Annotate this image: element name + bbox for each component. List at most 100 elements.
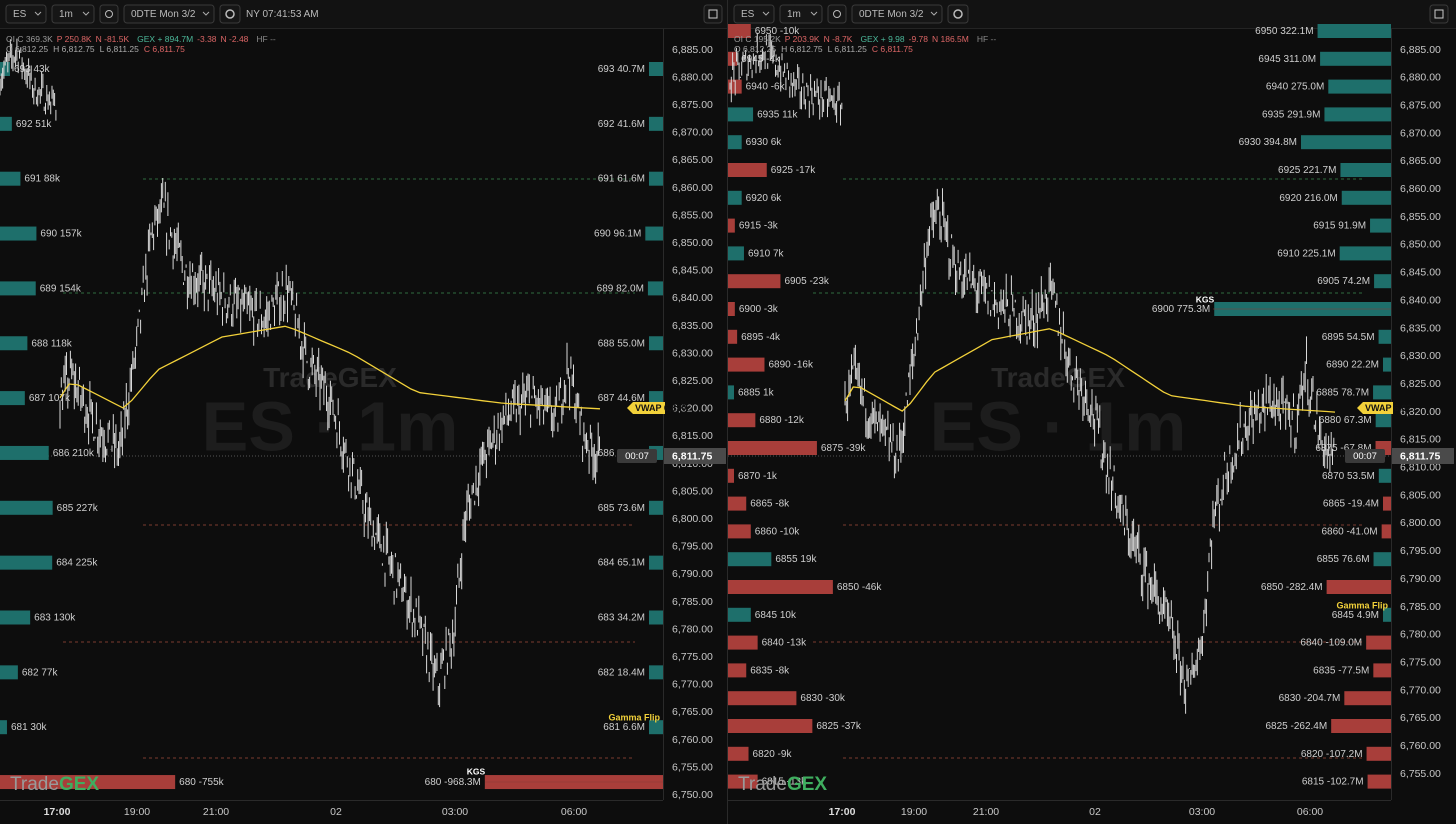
price-tick-label: 6,880.00 bbox=[1400, 72, 1441, 84]
ohlc: C 6,811.75 bbox=[144, 44, 185, 54]
price-tick-label: 6,815.00 bbox=[672, 430, 713, 442]
toolbar-control-label: 0DTE Mon 3/2 bbox=[859, 9, 924, 20]
toolbar-button[interactable] bbox=[703, 4, 723, 24]
oi-strike: 692 bbox=[16, 118, 33, 129]
ohlc: C 6,811.75 bbox=[872, 44, 913, 54]
oi-strike: 6855 bbox=[775, 554, 798, 565]
oi-level-label: 6825 -37k bbox=[816, 721, 861, 732]
ohlc: H 6,812.75 bbox=[781, 44, 823, 54]
gex-value: -282.4M bbox=[1286, 582, 1323, 593]
chart-panel: ES 1m 0DTE Mon 3/2 NY 07:41:53 AMTradeGEXES… bbox=[0, 4, 726, 824]
time-label: 19:00 bbox=[901, 806, 927, 818]
oi-strike: 6950 bbox=[755, 26, 778, 37]
toolbar-control[interactable] bbox=[5, 4, 47, 24]
gex-value: 41.6M bbox=[617, 118, 645, 129]
oi-value: 225k bbox=[76, 557, 99, 568]
vwap-label: VWAP 6,820. bbox=[635, 403, 689, 413]
gex-strike: 691 bbox=[598, 173, 615, 184]
time-label: 17:00 bbox=[829, 806, 856, 818]
toolbar-control[interactable] bbox=[219, 4, 241, 24]
toolbar-button[interactable] bbox=[1429, 4, 1449, 24]
logo-trade: Trade bbox=[738, 774, 787, 795]
gex-bar bbox=[649, 391, 663, 406]
gex-strike: 693 bbox=[598, 64, 615, 75]
ohlc: L 6,811.25 bbox=[100, 44, 140, 54]
toolbar-control[interactable] bbox=[51, 4, 95, 24]
oi-strike: 685 bbox=[57, 502, 74, 513]
toolbar-control[interactable] bbox=[123, 4, 215, 24]
oi-strike: 6925 bbox=[771, 165, 794, 176]
oi-level-label: 6915 -3k bbox=[739, 220, 779, 231]
watermark-symbol: ES · 1m bbox=[930, 387, 1187, 465]
toolbar-control[interactable] bbox=[851, 4, 943, 24]
gex-bar bbox=[649, 336, 663, 351]
oi-strike: 6890 bbox=[768, 359, 791, 370]
oi-level-label: 690 157k bbox=[40, 228, 82, 239]
oi-value: -10k bbox=[780, 26, 800, 37]
gamma-flip-label: Gamma Flip bbox=[1336, 600, 1388, 610]
oi-value: 6k bbox=[771, 137, 783, 148]
oi-bar bbox=[728, 274, 781, 289]
gex-level-label: 6905 74.2M bbox=[1317, 276, 1370, 287]
gex-strike: 687 bbox=[598, 393, 615, 404]
gex-strike: 682 bbox=[598, 667, 615, 678]
oi-value: 10k bbox=[780, 609, 797, 620]
stat: N -8.7K bbox=[824, 34, 853, 44]
time-label: 21:00 bbox=[973, 806, 999, 818]
toolbar-control[interactable] bbox=[99, 4, 119, 24]
toolbar-control[interactable] bbox=[779, 4, 823, 24]
gex-level-label: 691 61.6M bbox=[598, 173, 645, 184]
price-tick-label: 6,790.00 bbox=[672, 568, 713, 580]
price-tick-label: 6,840.00 bbox=[672, 292, 713, 304]
toolbar-control[interactable] bbox=[827, 4, 847, 24]
price-tick-label: 6,815.00 bbox=[1400, 434, 1441, 446]
price-tick-label: 6,845.00 bbox=[672, 265, 713, 277]
gex-strike: 6895 bbox=[1322, 331, 1345, 342]
price-tick-label: 6,800.00 bbox=[672, 513, 713, 525]
toolbar-control[interactable] bbox=[947, 4, 969, 24]
oi-strike: 6825 bbox=[816, 721, 839, 732]
oi-strike: 6880 bbox=[759, 415, 782, 426]
oi-level-label: 6830 -30k bbox=[800, 693, 845, 704]
price-tick-label: 6,760.00 bbox=[1400, 740, 1441, 752]
oi-value: 210k bbox=[72, 448, 95, 459]
price-tick-label: 6,765.00 bbox=[672, 706, 713, 718]
gex-bar bbox=[1300, 135, 1391, 150]
gex-level-label: 6855 76.6M bbox=[1317, 554, 1370, 565]
gex-strike: 6845 bbox=[1332, 609, 1355, 620]
price-tick-label: 6,820.00 bbox=[672, 403, 713, 415]
oi-bar bbox=[728, 774, 758, 789]
gex-level-label: 692 41.6M bbox=[598, 118, 645, 129]
oi-level-label: 692 51k bbox=[16, 118, 53, 129]
gex-value: 53.5M bbox=[1347, 470, 1375, 481]
gex-bar bbox=[1378, 468, 1391, 483]
price-tick-label: 6,780.00 bbox=[672, 623, 713, 635]
oi-strike: 6840 bbox=[762, 637, 785, 648]
oi-level-label: 6910 7k bbox=[748, 248, 785, 259]
toolbar-control[interactable] bbox=[733, 4, 775, 24]
ohlc: O 6,812.25 bbox=[734, 44, 776, 54]
gex-bar bbox=[1326, 580, 1391, 594]
gex-strike: 680 bbox=[425, 777, 442, 788]
gex-value: 22.2M bbox=[1351, 359, 1379, 370]
gex-strike: 683 bbox=[598, 612, 615, 623]
countdown-box bbox=[1345, 449, 1385, 463]
oi-value: -10k bbox=[780, 526, 800, 537]
oi-bar bbox=[728, 691, 797, 706]
price-tick-label: 6,775.00 bbox=[672, 651, 713, 663]
oi-strike: 6930 bbox=[746, 137, 769, 148]
gex-value: 394.8M bbox=[1264, 137, 1297, 148]
toolbar-control-label: 1m bbox=[59, 9, 73, 20]
oi-bar bbox=[0, 226, 37, 241]
price-tick-label: 6,885.00 bbox=[672, 44, 713, 56]
dropdown-caret bbox=[34, 11, 42, 16]
stat: -3.38 bbox=[197, 34, 217, 44]
oi-value: -8k bbox=[775, 665, 790, 676]
gex-strike: 6915 bbox=[1313, 220, 1336, 231]
gex-strike: 6920 bbox=[1279, 192, 1302, 203]
oi-value: 107k bbox=[48, 393, 71, 404]
oi-bar bbox=[0, 610, 31, 625]
vwap-tag bbox=[627, 402, 665, 414]
oi-bar bbox=[0, 775, 176, 790]
